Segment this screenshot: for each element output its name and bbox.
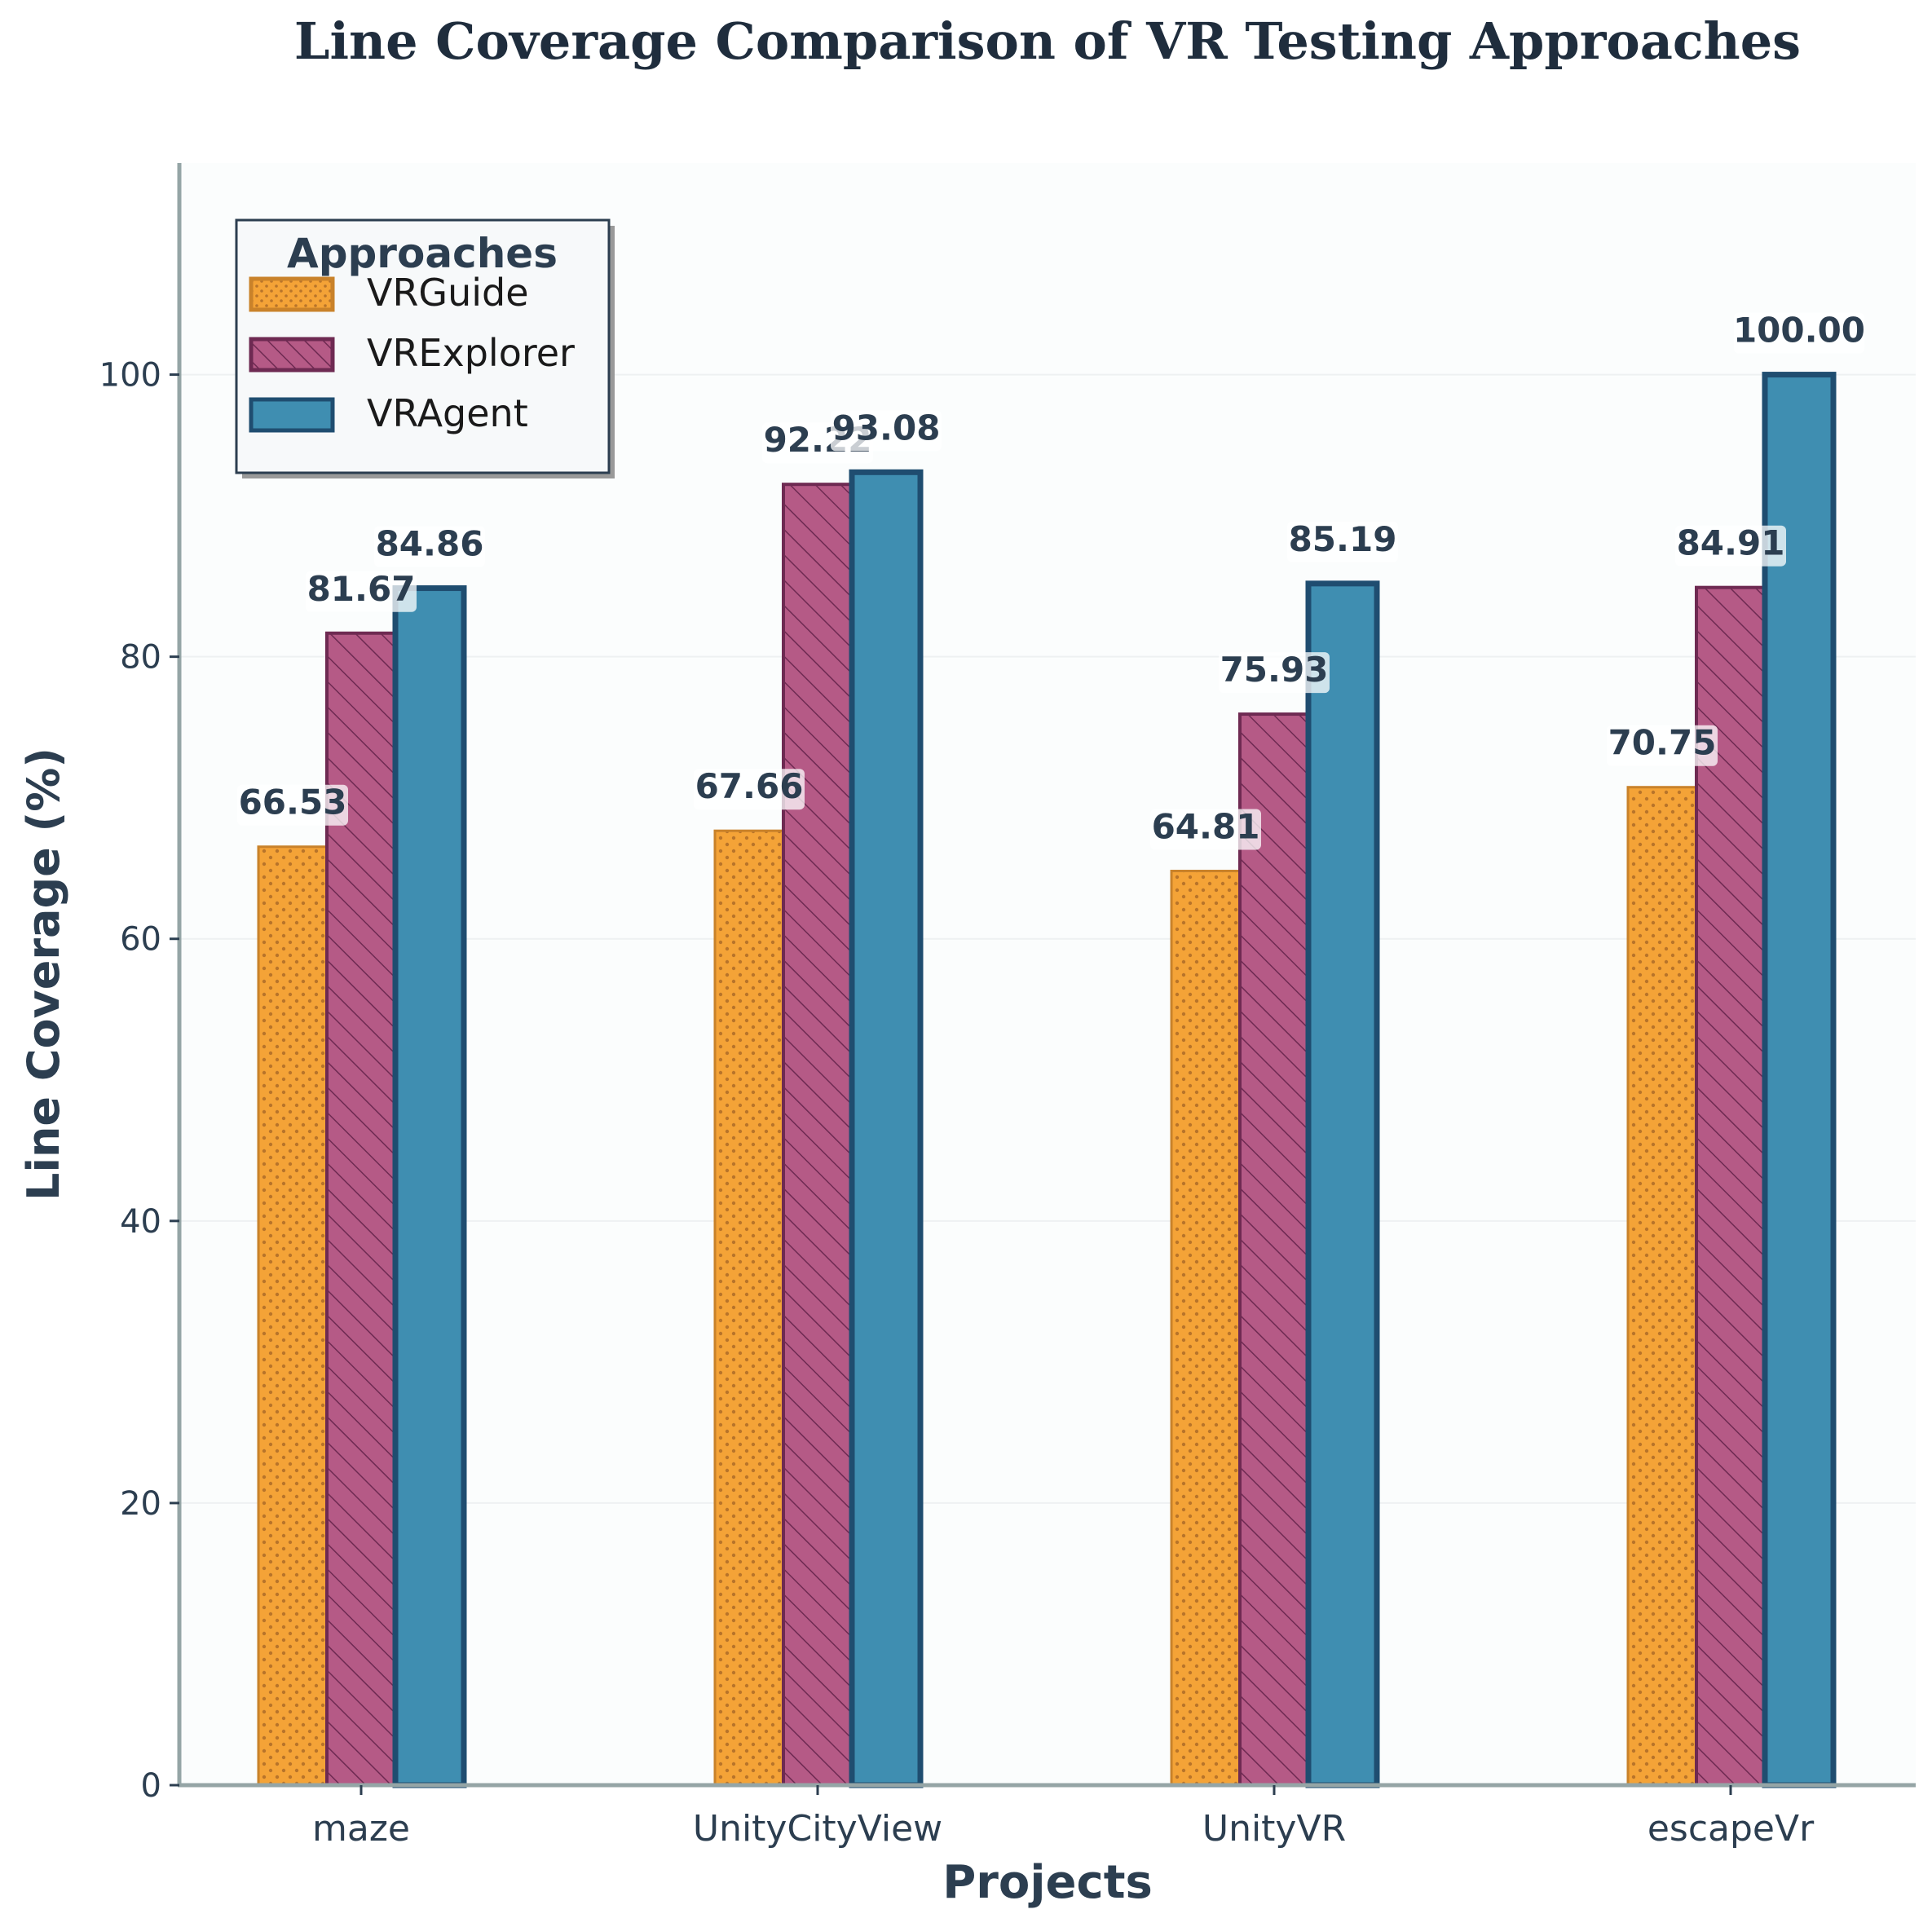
bar-VRAgent-maze (392, 585, 467, 1788)
value-label-VRGuide-UnityVR: 64.81 (1152, 807, 1260, 847)
x-axis-title: Projects (942, 1856, 1153, 1909)
value-label-VRGuide-maze: 66.53 (239, 783, 347, 822)
legend-label-VRAgent: VRAgent (367, 391, 528, 435)
bar-VRExplorer-UnityVR (1238, 712, 1310, 1788)
value-label-bg-VRGuide-3 (1607, 725, 1718, 766)
value-label-bg-VRAgent-0 (374, 526, 485, 567)
bar-VRExplorer-escapeVr (1695, 585, 1767, 1787)
value-label-bg-VRGuide-1 (694, 769, 805, 810)
value-label-bg-VRGuide-0 (237, 784, 348, 826)
value-label-bg-VRExplorer-0 (306, 571, 417, 612)
legend-label-VRGuide: VRGuide (367, 271, 529, 315)
value-label-VRAgent-UnityCityView: 93.08 (832, 408, 941, 448)
bars (257, 372, 1837, 1788)
value-label-VRExplorer-maze: 81.67 (307, 569, 416, 609)
value-label-bg-VRAgent-2 (1287, 521, 1398, 562)
bar-VRGuide-UnityVR (1170, 870, 1242, 1787)
x-tick-label-0: maze (312, 1808, 410, 1850)
value-label-VRAgent-escapeVr: 100.00 (1733, 311, 1865, 351)
bar-VRGuide-UnityCityView (713, 829, 785, 1787)
legend-title: Approaches (287, 230, 558, 277)
bar-VRAgent-UnityVR (1305, 580, 1380, 1788)
value-label-bg-VRGuide-2 (1150, 809, 1261, 850)
bar-VRGuide-maze (257, 845, 329, 1787)
ticks: 0 20 40 60 80 100 maze UnityCityView UnityVR esca… (99, 357, 1815, 1850)
bar-VRGuide-escapeVr (1626, 786, 1698, 1787)
x-tick-label-2: UnityVR (1202, 1808, 1346, 1850)
value-label-VRExplorer-UnityVR: 75.93 (1220, 650, 1329, 690)
legend: Approaches VRGuide VRExplorer VRAgent (235, 218, 615, 478)
chart-title: Line Coverage Comparison of VR Testing A… (294, 11, 1801, 71)
bar-VRAgent-escapeVr (1762, 372, 1837, 1788)
value-label-VRAgent-UnityVR: 85.19 (1289, 519, 1397, 559)
value-label-bg-VRAgent-3 (1734, 312, 1864, 354)
y-tick-label-4: 80 (120, 639, 161, 677)
value-label-bg-VRExplorer-2 (1219, 652, 1330, 694)
legend-swatch-VRAgent (249, 397, 335, 433)
x-tick-label-1: UnityCityView (693, 1808, 942, 1850)
value-label-bg-VRAgent-1 (831, 410, 942, 452)
bar-VRExplorer-UnityCityView (782, 483, 854, 1788)
y-tick-label-2: 40 (120, 1203, 161, 1241)
value-label-VRGuide-UnityCityView: 67.66 (695, 766, 804, 806)
grid (179, 373, 1916, 1504)
y-tick-label-0: 0 (141, 1767, 161, 1805)
value-label-VRExplorer-escapeVr: 84.91 (1677, 523, 1785, 563)
y-tick-label-3: 60 (120, 921, 161, 959)
bar-VRAgent-UnityCityView (849, 469, 924, 1788)
value-label-bg-VRExplorer-3 (1675, 525, 1786, 567)
y-axis-title: Line Coverage (%) (18, 747, 69, 1201)
y-tick-label-5: 100 (99, 357, 161, 395)
legend-label-VRExplorer: VRExplorer (367, 331, 575, 375)
value-label-VRGuide-escapeVr: 70.75 (1608, 723, 1717, 763)
legend-swatch-VRGuide (249, 276, 335, 312)
legend-swatch-VRExplorer (249, 337, 335, 373)
value-label-VRAgent-maze: 84.86 (376, 524, 484, 564)
y-tick-label-1: 20 (120, 1485, 161, 1523)
value-labels: 66.53 67.6664.8170.7581.6792.2275.9384.91… (237, 311, 1865, 850)
x-tick-label-3: escapeVr (1647, 1808, 1815, 1850)
legend-items: VRGuide VRExplorer VRAgent (249, 271, 575, 435)
